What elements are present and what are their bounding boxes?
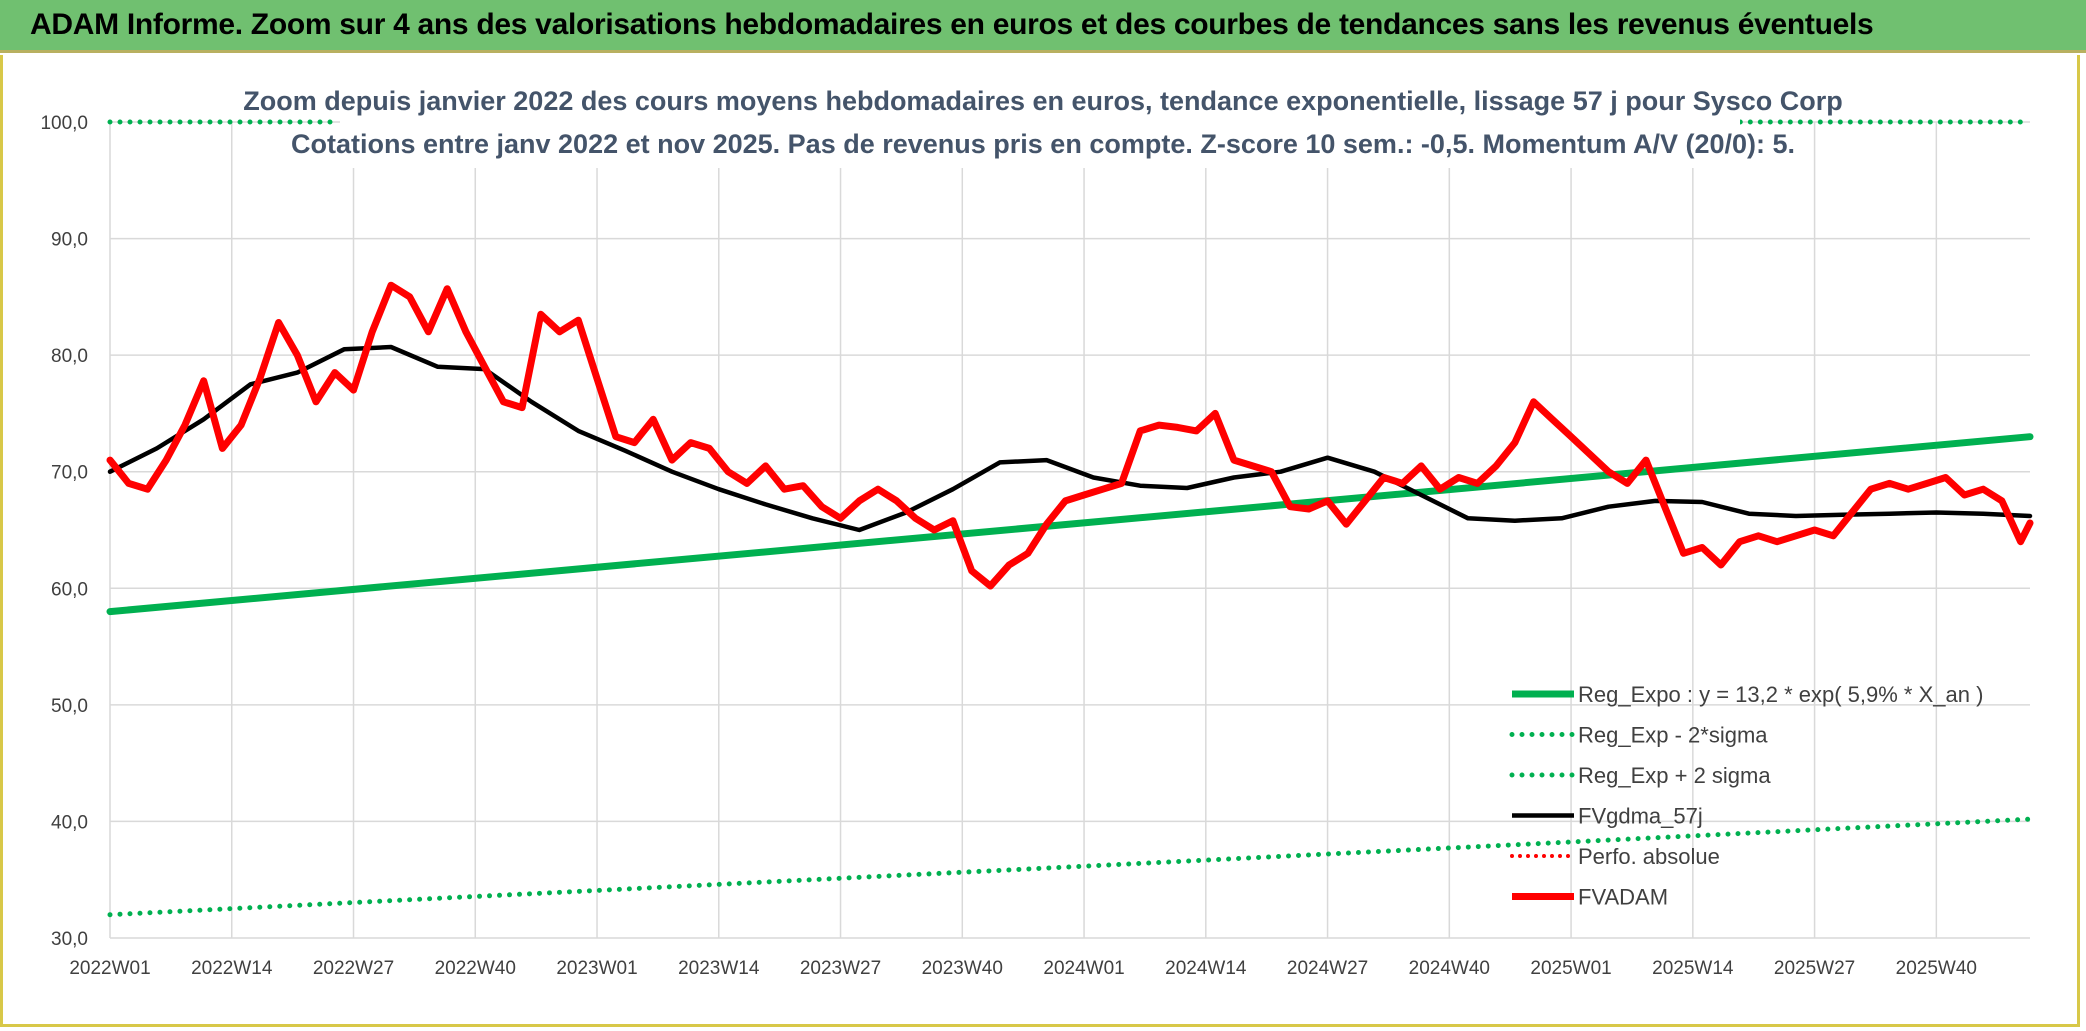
x-tick-label: 2025W27: [1774, 958, 1855, 979]
series-reg-expo-y-13-2-exp-5-9-x-an: [106, 433, 2034, 616]
x-tick-label: 2025W14: [1652, 958, 1734, 979]
y-tick-label: 90,0: [51, 230, 88, 251]
x-tick-label: 2022W27: [313, 958, 394, 979]
series-fvgdma-57j: [107, 344, 2033, 533]
y-tick-label: 60,0: [51, 579, 88, 600]
x-tick-label: 2022W01: [69, 958, 150, 979]
legend-label-reg-exp-2-sigma: Reg_Exp - 2*sigma: [1578, 723, 1768, 748]
legend-label-reg-exp-2-sigma: Reg_Exp + 2 sigma: [1578, 763, 1771, 788]
legend-label-fvadam: FVADAM: [1578, 885, 1668, 910]
y-tick-label: 50,0: [51, 696, 88, 717]
title-backing: [340, 76, 1740, 168]
report-banner: ADAM Informe. Zoom sur 4 ans des valoris…: [0, 0, 2086, 53]
y-tick-label: 80,0: [51, 346, 88, 367]
legend-label-fvgdma-57j: FVgdma_57j: [1578, 804, 1703, 829]
legend-label-reg-expo-y-13-2-exp-5-9-x-an: Reg_Expo : y = 13,2 * exp( 5,9% * X_an ): [1578, 682, 1983, 707]
x-tick-label: 2022W14: [191, 958, 273, 979]
x-tick-label: 2024W27: [1287, 958, 1368, 979]
x-tick-label: 2024W01: [1043, 958, 1124, 979]
x-tick-label: 2023W27: [800, 958, 881, 979]
x-tick-label: 2023W01: [556, 958, 637, 979]
x-tick-label: 2022W40: [435, 958, 516, 979]
y-tick-label: 40,0: [51, 812, 88, 833]
chart-title-line2: Cotations entre janv 2022 et nov 2025. P…: [291, 129, 1795, 159]
series-reg-exp-2-sigma: [107, 816, 2033, 918]
x-tick-label: 2025W01: [1530, 958, 1611, 979]
legend-label-perfo-absolue: Perfo. absolue: [1578, 844, 1720, 869]
chart-frame: [0, 55, 2080, 1027]
report-title: ADAM Informe. Zoom sur 4 ans des valoris…: [30, 8, 1874, 41]
y-tick-label: 30,0: [51, 929, 88, 950]
x-tick-label: 2025W40: [1896, 958, 1977, 979]
series-fvadam: [106, 281, 2034, 590]
x-tick-label: 2024W40: [1409, 958, 1490, 979]
y-tick-label: 100,0: [40, 113, 88, 134]
x-tick-label: 2024W14: [1165, 958, 1247, 979]
x-tick-label: 2023W40: [922, 958, 1003, 979]
chart-title-line1: Zoom depuis janvier 2022 des cours moyen…: [243, 86, 1843, 116]
y-tick-label: 70,0: [51, 463, 88, 484]
x-tick-label: 2023W14: [678, 958, 760, 979]
